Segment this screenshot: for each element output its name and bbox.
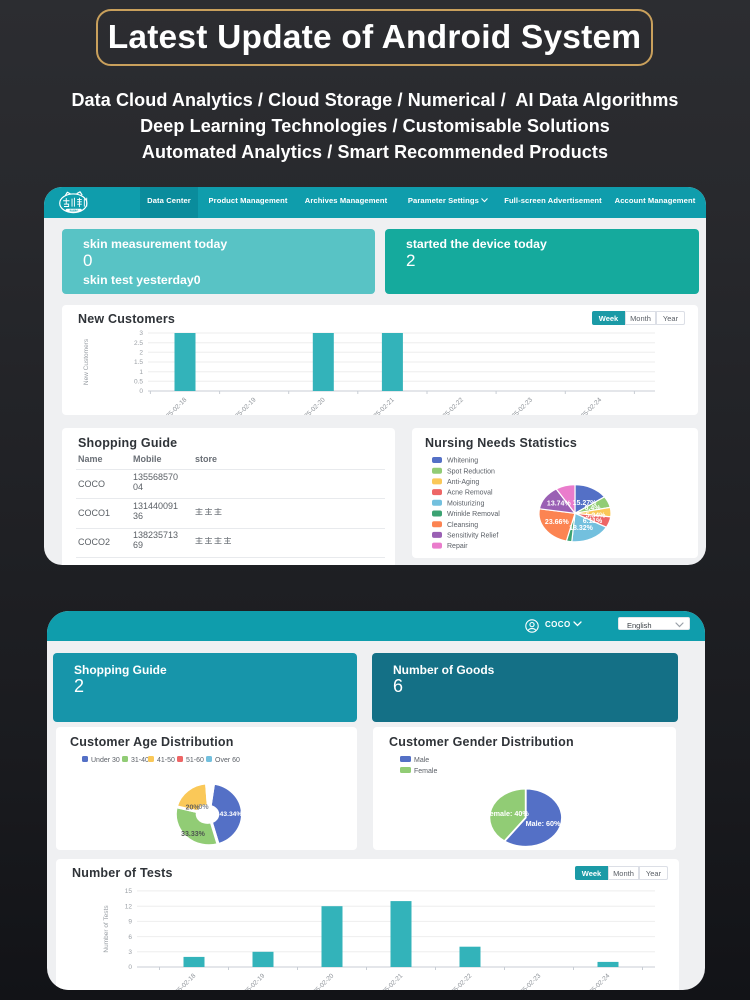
- svg-text:25-02-22: 25-02-22: [450, 972, 474, 990]
- svg-text:43.34%: 43.34%: [220, 811, 243, 818]
- svg-text:13.74%: 13.74%: [547, 501, 572, 508]
- svg-text:2: 2: [139, 350, 143, 357]
- svg-text:Wrinkle Removal: Wrinkle Removal: [447, 511, 500, 518]
- svg-text:0: 0: [128, 964, 132, 971]
- svg-text:23.66%: 23.66%: [545, 519, 570, 526]
- svg-text:5.34%: 5.34%: [586, 513, 607, 520]
- svg-text:Cleansing: Cleansing: [447, 522, 478, 529]
- svg-text:Whitening: Whitening: [447, 458, 478, 465]
- svg-text:3: 3: [139, 330, 143, 337]
- svg-text:25-02-18: 25-02-18: [174, 972, 198, 990]
- svg-text:25-02-19: 25-02-19: [243, 972, 267, 990]
- svg-text:Repair: Repair: [447, 543, 468, 550]
- svg-text:25-02-20: 25-02-20: [312, 972, 336, 990]
- svg-text:3: 3: [128, 949, 132, 956]
- svg-text:Acne Removal: Acne Removal: [447, 490, 493, 497]
- svg-text:0%: 0%: [198, 804, 209, 811]
- svg-text:15.27%: 15.27%: [573, 500, 598, 507]
- svg-text:0: 0: [139, 388, 143, 395]
- svg-text:25-02-22: 25-02-22: [442, 396, 466, 415]
- svg-text:25-02-19: 25-02-19: [234, 396, 258, 415]
- svg-text:Female: 40%: Female: 40%: [485, 809, 529, 818]
- svg-text:2.5: 2.5: [134, 340, 143, 347]
- svg-text:9: 9: [128, 919, 132, 926]
- svg-text:Male: 60%: Male: 60%: [526, 819, 561, 828]
- svg-text:JILIMAO: JILIMAO: [69, 209, 78, 212]
- svg-text:1: 1: [139, 369, 143, 376]
- svg-text:1.5: 1.5: [134, 359, 143, 366]
- svg-text:Number of Tests: Number of Tests: [103, 905, 110, 953]
- svg-text:Sensitivity Relief: Sensitivity Relief: [447, 533, 498, 540]
- svg-text:33.33%: 33.33%: [181, 831, 206, 838]
- svg-text:New Customers: New Customers: [83, 338, 90, 385]
- svg-text:6.11%: 6.11%: [583, 518, 603, 525]
- svg-text:12: 12: [125, 903, 133, 910]
- svg-text:25-02-24: 25-02-24: [588, 972, 612, 990]
- svg-text:15: 15: [125, 888, 133, 895]
- svg-text:25-02-23: 25-02-23: [519, 972, 543, 990]
- svg-text:0.5: 0.5: [134, 379, 143, 386]
- svg-text:20%: 20%: [186, 805, 201, 812]
- svg-text:25-02-21: 25-02-21: [381, 972, 405, 990]
- svg-text:6: 6: [128, 934, 132, 941]
- svg-text:25-02-24: 25-02-24: [580, 396, 604, 415]
- svg-text:Moisturizing: Moisturizing: [447, 500, 484, 507]
- svg-text:25-02-20: 25-02-20: [303, 396, 327, 415]
- svg-text:Anti-Aging: Anti-Aging: [447, 479, 479, 486]
- svg-text:25-02-18: 25-02-18: [165, 396, 189, 415]
- svg-text:25-02-21: 25-02-21: [372, 396, 396, 415]
- svg-text:18.32%: 18.32%: [569, 525, 594, 532]
- svg-text:Spot Reduction: Spot Reduction: [447, 468, 495, 475]
- svg-text:25-02-23: 25-02-23: [511, 396, 535, 415]
- svg-text:6.4%: 6.4%: [585, 505, 602, 512]
